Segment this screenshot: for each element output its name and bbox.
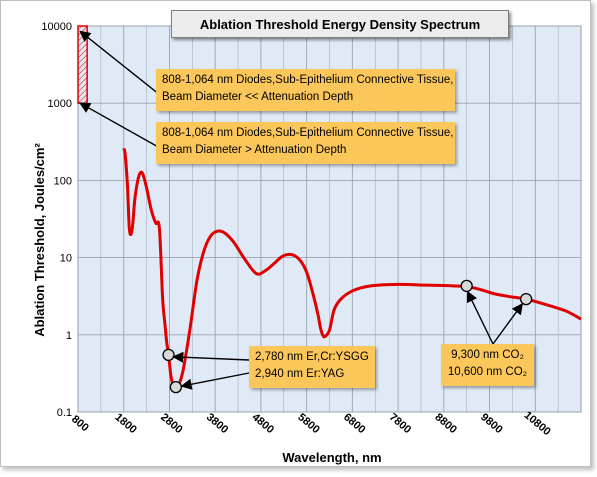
annotation-arrow: [172, 351, 250, 363]
x-axis-ticks: 800 1800 2800 3800 4800 5800 6800 7800 8800 9800 1…: [69, 409, 553, 438]
chart-title: Ablation Threshold Energy Density Spectr…: [171, 10, 509, 38]
annotation-line: 10,600 nm CO₂: [447, 366, 528, 378]
diode-highlight-band: [77, 25, 88, 104]
y-tick-label: 1000: [48, 98, 72, 110]
data-marker: [169, 380, 183, 394]
annotation-diodes-small-beam: 808-1,064 nm Diodes,Sub-Epithelium Conne…: [156, 69, 455, 111]
x-tick-label: 5800: [295, 411, 321, 436]
data-marker: [460, 279, 473, 293]
data-marker: [162, 348, 175, 361]
x-tick-label: 3800: [204, 411, 230, 436]
annotation-line: 9,300 nm CO₂: [451, 349, 524, 361]
y-tick-label: 100: [54, 175, 72, 187]
x-tick-label: 1800: [112, 411, 138, 436]
annotation-line: 808-1,064 nm Diodes,Sub-Epithelium Conne…: [162, 74, 454, 86]
annotation-line: 2,780 nm Er,Cr:YSGG: [255, 351, 369, 363]
annotation-arrow: [79, 30, 161, 96]
annotation-line: Beam Diameter > Attenuation Depth: [162, 144, 347, 156]
annotation-arrow: [492, 302, 523, 345]
annotation-line: 808-1,064 nm Diodes,Sub-Epithelium Conne…: [162, 127, 454, 139]
y-tick-label: 10: [60, 253, 72, 265]
x-tick-label: 7800: [387, 411, 413, 436]
series-line: [122, 147, 582, 391]
annotation-line: Beam Diameter << Attenuation Depth: [162, 91, 354, 103]
data-marker: [519, 292, 533, 306]
annotation-erbium-lasers: 2,780 nm Er,Cr:YSGG 2,940 nm Er:YAG: [249, 346, 375, 388]
x-tick-label: 10800: [522, 409, 553, 438]
y-tick-label: 10000: [41, 21, 72, 33]
annotation-co2-lasers: 9,300 nm CO₂ 10,600 nm CO₂: [441, 344, 534, 386]
x-tick-label: 9800: [478, 411, 504, 436]
annotation-arrow: [79, 102, 161, 149]
marker-group: [162, 279, 533, 394]
annotation-diodes-large-beam: 808-1,064 nm Diodes,Sub-Epithelium Conne…: [156, 122, 455, 164]
annotation-arrows: [79, 30, 523, 390]
x-tick-label: 4800: [250, 411, 276, 436]
annotation-line: 2,940 nm Er:YAG: [255, 368, 345, 380]
y-tick-label: 1: [66, 330, 72, 342]
annotation-arrow: [466, 290, 494, 345]
y-axis-label: Ablation Threshold, Joules/cm²: [32, 143, 47, 337]
y-axis-ticks: 0.1 1 10 100 1000 10000: [41, 21, 72, 419]
x-tick-label: 2800: [158, 411, 184, 436]
x-tick-label: 800: [69, 413, 91, 434]
y-tick-label: 0.1: [57, 407, 72, 419]
x-axis-label: Wavelength, nm: [282, 450, 381, 465]
annotation-arrow: [180, 372, 250, 390]
x-tick-label: 8800: [433, 411, 459, 436]
x-tick-label: 6800: [341, 411, 367, 436]
